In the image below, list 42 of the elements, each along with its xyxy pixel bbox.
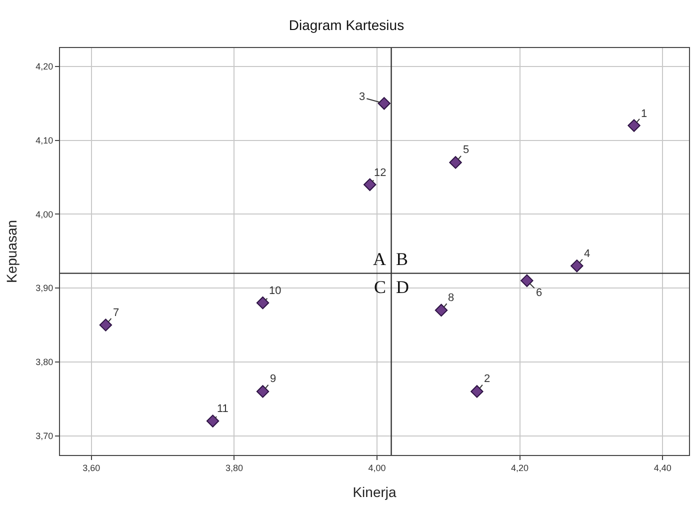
point bbox=[434, 304, 448, 317]
point bbox=[470, 385, 484, 398]
point bbox=[256, 296, 270, 310]
point bbox=[378, 97, 390, 110]
annotation: 10 bbox=[269, 285, 282, 297]
point bbox=[364, 178, 376, 191]
y-tick-label: 3,90 bbox=[36, 283, 54, 294]
x-tick-label: 3,60 bbox=[82, 462, 100, 473]
point bbox=[449, 156, 462, 169]
annotation: 11 bbox=[217, 403, 228, 415]
y-axis-title: Kepuasan bbox=[3, 220, 20, 284]
x-tick-label: 4,20 bbox=[511, 462, 529, 473]
annotation: 4 bbox=[584, 248, 590, 260]
x-tick-label: 4,40 bbox=[654, 462, 672, 473]
x-axis-title: Kinerja bbox=[352, 484, 396, 500]
point bbox=[256, 385, 270, 398]
annotation: 9 bbox=[270, 373, 276, 385]
chart-title: Diagram Kartesius bbox=[288, 17, 404, 34]
annotation: 2 bbox=[484, 373, 490, 385]
annotation: 5 bbox=[463, 144, 470, 156]
annotation: 12 bbox=[374, 167, 386, 179]
annotation: C bbox=[374, 277, 386, 297]
point bbox=[99, 318, 112, 332]
annotation: 6 bbox=[536, 287, 542, 299]
point bbox=[206, 414, 220, 428]
point bbox=[628, 119, 640, 132]
y-tick-label: 4,00 bbox=[36, 209, 54, 220]
y-tick-label: 3,70 bbox=[36, 430, 54, 441]
annotation: 1 bbox=[641, 108, 648, 120]
annotation: 7 bbox=[113, 307, 120, 319]
y-tick-label: 4,20 bbox=[36, 62, 54, 72]
y-tick-label: 3,80 bbox=[36, 357, 54, 368]
annotation: B bbox=[396, 249, 408, 269]
annotation: 3 bbox=[359, 91, 366, 103]
x-tick-label: 4,00 bbox=[368, 462, 386, 473]
annotation: 8 bbox=[448, 292, 454, 304]
annotation: A bbox=[373, 249, 386, 269]
x-tick-label: 3,80 bbox=[225, 462, 243, 473]
point bbox=[570, 260, 584, 272]
point bbox=[520, 274, 534, 288]
y-tick-label: 4,10 bbox=[36, 135, 54, 146]
annotation: D bbox=[396, 277, 409, 297]
